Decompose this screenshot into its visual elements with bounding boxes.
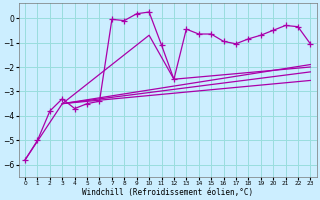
X-axis label: Windchill (Refroidissement éolien,°C): Windchill (Refroidissement éolien,°C) — [82, 188, 253, 197]
